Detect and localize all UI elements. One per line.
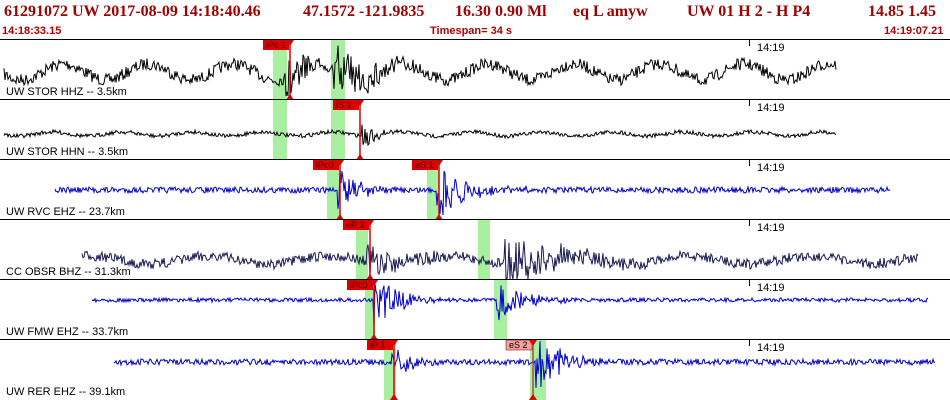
pick-arrow-top [336,160,344,166]
time-mark-label: 14:19 [757,282,785,294]
trace-panel[interactable]: iPc0 eS 1 14:19 UW RVC EHZ -- 23.7km [0,159,950,220]
phase-pick[interactable]: iPc0 [347,280,378,340]
pick-arrow-top [366,220,374,226]
pick-label: eS 1 [415,160,434,170]
phase-window [478,220,490,280]
trace-canvas: iS 1 [3,100,837,160]
station-channel-label: UW STOR HHN -- 3.5km [6,146,129,158]
pick-label: eP 2 [346,220,364,230]
timespan-label: Timespan= 34 s [430,25,513,37]
waveform-trace [81,238,919,280]
event-magnitude: 16.30 0.90 Ml [455,3,547,20]
station-channel-label: UW FMW EHZ -- 33.7km [6,326,129,338]
pick-arrow-top [435,160,443,166]
minute-tick [749,100,750,106]
pick-label-box[interactable] [333,100,359,110]
pick-arrow-bottom [366,274,374,280]
waveform-trace [3,45,837,97]
pick-arrow-top [370,280,378,286]
trace-panel[interactable]: iPc 1 14:19 UW STOR HHZ -- 3.5km [0,39,950,100]
phase-window [331,100,345,160]
trace-canvas: iP 1 eS 2 [113,340,936,400]
waveform-trace [91,283,929,326]
minute-tick [749,340,750,346]
minute-tick [749,40,750,46]
pick-arrow-top [286,40,294,46]
timespan-bar: 14:18:33.15 Timespan= 34 s 14:19:07.21 [0,25,950,39]
pick-arrow-bottom [390,394,398,400]
time-mark-label: 14:19 [757,162,785,174]
pick-label-box[interactable] [412,160,438,170]
pick-arrow-bottom [370,334,378,340]
station-channel-label: UW RER EHZ -- 39.1km [6,386,126,398]
start-time: 14:18:33.15 [2,25,62,37]
phase-window [427,160,439,220]
phase-pick[interactable]: iPc 1 [263,40,294,100]
trace-panel[interactable]: iS 1 14:19 UW STOR HHN -- 3.5km [0,99,950,160]
phase-window [327,160,339,220]
waveform-trace [3,124,837,147]
pick-arrow-bottom [286,94,294,100]
station-channel-label: UW RVC EHZ -- 23.7km [6,206,125,218]
event-coords: 47.1572 -121.9835 [303,3,425,20]
pick-arrow-bottom [336,214,344,220]
time-mark-label: 14:19 [757,42,785,54]
waveform-trace [113,341,936,389]
phase-pick[interactable]: iP 1 [367,340,398,400]
pick-label-box[interactable] [505,340,533,351]
pick-label-box[interactable] [367,340,393,350]
pick-arrow-bottom [529,394,537,400]
pick-arrow-top [529,340,537,346]
event-type: eq L amyw [573,3,648,20]
pick-arrow-top [390,340,398,346]
phase-window [273,100,287,160]
pick-label: iPc0 [316,160,334,170]
extra-info: 14.85 1.45 [868,3,936,20]
pick-arrow-bottom [356,154,364,160]
pick-arrow-bottom [435,214,443,220]
pick-label: iP 1 [370,340,385,350]
phase-window [365,280,375,340]
trace-panel[interactable]: iPc0 14:19 UW FMW EHZ -- 33.7km [0,279,950,340]
phase-window [384,340,396,400]
trace-panel[interactable]: iP 1 eS 2 14:19 UW RER EHZ -- 39.1km [0,339,950,400]
phase-pick[interactable]: iS 1 [333,100,364,160]
event-info: 61291072 UW 2017-08-09 14:18:40.46 [4,3,261,20]
pick-arrow-top [356,100,364,106]
phase-pick[interactable]: eS 1 [412,160,443,220]
pick-label-box[interactable] [347,280,373,290]
pick-label: eS 2 [509,340,528,350]
trace-canvas: eP 2 [81,220,919,280]
station-channel-label: CC OBSR BHZ -- 31.3km [6,266,131,278]
minute-tick [749,220,750,226]
pick-label: iPc 1 [266,40,286,50]
event-header: 61291072 UW 2017-08-09 14:18:40.46 47.15… [0,0,950,24]
minute-tick [749,280,750,286]
time-mark-label: 14:19 [757,102,785,114]
solution-info: UW 01 H 2 - H P4 [687,3,811,20]
trace-panel[interactable]: eP 2 14:19 CC OBSR BHZ -- 31.3km [0,219,950,280]
end-time: 14:19:07.21 [884,25,944,37]
waveform-trace [54,167,891,216]
phase-pick[interactable]: iPc0 [313,160,344,220]
time-mark-label: 14:19 [757,222,785,234]
pick-label: iPc0 [350,280,368,290]
phase-pick[interactable]: eS 2 [505,340,537,400]
trace-canvas: iPc0 [91,280,929,340]
station-channel-label: UW STOR HHZ -- 3.5km [6,86,127,98]
pick-label-box[interactable] [263,40,289,50]
pick-label-box[interactable] [313,160,339,170]
phase-window [494,280,507,340]
pick-label-box[interactable] [343,220,369,230]
trace-canvas: iPc0 eS 1 [54,160,891,220]
phase-window [273,40,287,100]
pick-label: iS 1 [336,100,352,110]
trace-canvas: iPc 1 [3,40,837,100]
phase-pick[interactable]: eP 2 [343,220,374,280]
minute-tick [749,160,750,166]
time-mark-label: 14:19 [757,342,785,354]
